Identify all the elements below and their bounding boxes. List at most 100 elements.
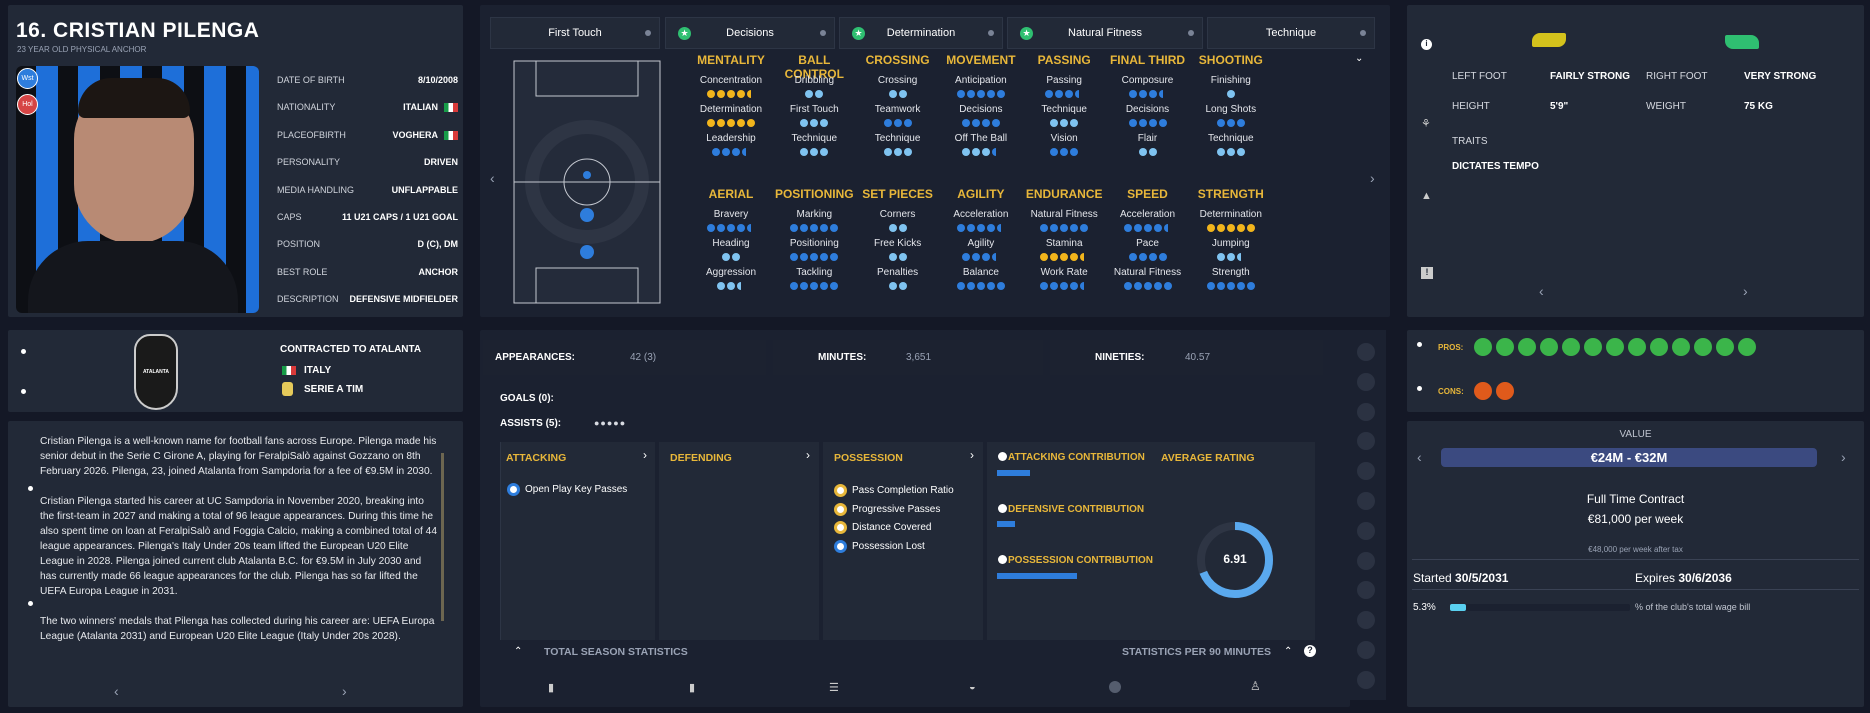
attribute-name[interactable]: Technique — [791, 133, 838, 144]
attr-next-arrow[interactable]: › — [1370, 170, 1375, 186]
pro-trait-icon[interactable] — [1496, 338, 1514, 356]
attribute-group-title[interactable]: SET PIECES — [862, 187, 933, 201]
stats-per-90[interactable]: STATISTICS PER 90 MINUTES — [1122, 646, 1271, 658]
con-trait-icon[interactable] — [1496, 382, 1514, 400]
attribute-group-title[interactable]: STRENGTH — [1197, 187, 1264, 201]
attribute-name[interactable]: Acceleration — [953, 209, 1009, 220]
tab-options-icon[interactable] — [820, 30, 826, 36]
alert-icon[interactable]: ! — [1421, 267, 1433, 279]
attribute-name[interactable]: Heading — [712, 238, 750, 249]
club-league[interactable]: SERIE A TIM — [304, 384, 364, 395]
physical-next-arrow[interactable]: › — [1743, 283, 1748, 299]
attribute-name[interactable]: Natural Fitness — [1113, 267, 1182, 278]
attribute-name[interactable]: Composure — [1121, 75, 1174, 86]
info-value[interactable]: VOGHERA — [392, 129, 438, 140]
tab-options-icon[interactable] — [988, 30, 994, 36]
defending-chevron-icon[interactable]: › — [806, 448, 810, 462]
contract-club[interactable]: CONTRACTED TO ATALANTA — [280, 344, 422, 355]
attribute-name[interactable]: Penalties — [877, 267, 919, 278]
attribute-name[interactable]: Concentration — [699, 75, 763, 86]
role-badge-hol[interactable]: Hol — [17, 94, 38, 115]
attribute-name[interactable]: Crossing — [877, 75, 918, 86]
attribute-name[interactable]: Finishing — [1210, 75, 1251, 86]
value-next-arrow[interactable]: › — [1841, 449, 1846, 465]
attacking-header[interactable]: ATTACKING — [506, 452, 567, 464]
attribute-name[interactable]: Jumping — [1211, 238, 1250, 249]
attribute-name[interactable]: Stamina — [1045, 238, 1083, 249]
highlight-tab[interactable]: Natural Fitness ★ — [1007, 17, 1203, 49]
highlight-tab[interactable]: Technique — [1207, 17, 1375, 49]
total-season-stats[interactable]: TOTAL SEASON STATISTICS — [544, 646, 688, 658]
pro-trait-icon[interactable] — [1584, 338, 1602, 356]
attribute-group-title[interactable]: FINAL THIRD — [1109, 53, 1186, 67]
pro-trait-icon[interactable] — [1716, 338, 1734, 356]
attribute-name[interactable]: Work Rate — [1040, 267, 1088, 278]
side-nav-icon[interactable] — [1357, 611, 1375, 630]
side-nav-icon[interactable] — [1357, 492, 1375, 510]
attribute-group-title[interactable]: SPEED — [1127, 187, 1168, 201]
possession-header[interactable]: POSSESSION — [834, 452, 903, 464]
tab-options-icon[interactable] — [1188, 30, 1194, 36]
attribute-name[interactable]: Technique — [1041, 104, 1087, 115]
side-nav-icon[interactable] — [1357, 402, 1375, 421]
attribute-name[interactable]: Strength — [1211, 267, 1250, 278]
attribute-name[interactable]: Technique — [1208, 133, 1254, 144]
tab-options-icon[interactable] — [1360, 30, 1366, 36]
attribute-name[interactable]: Marking — [796, 209, 833, 220]
list-icon[interactable]: ☰ — [829, 682, 839, 694]
bio-scrollbar[interactable] — [441, 453, 444, 621]
attribute-name[interactable]: Decisions — [1125, 104, 1170, 115]
pro-trait-icon[interactable] — [1694, 338, 1712, 356]
attribute-name[interactable]: First Touch — [789, 104, 839, 115]
attribute-name[interactable]: Off The Ball — [954, 133, 1008, 144]
attribute-group-title[interactable]: PASSING — [1037, 53, 1091, 67]
attribute-name[interactable]: Pace — [1136, 238, 1159, 249]
attribute-name[interactable]: Determination — [1199, 209, 1262, 220]
attribute-name[interactable]: Determination — [699, 104, 763, 115]
attribute-group-title[interactable]: AGILITY — [957, 187, 1005, 201]
total-stats-toggle-icon[interactable]: ⌃ — [514, 646, 523, 657]
runner-icon[interactable]: ♙ — [1250, 679, 1261, 693]
sprout-icon[interactable]: ⚘ — [1421, 118, 1431, 130]
highlight-tab[interactable]: First Touch — [490, 17, 660, 49]
attr-prev-arrow[interactable]: ‹ — [490, 170, 495, 186]
highlight-tab[interactable]: Determination ★ — [839, 17, 1003, 49]
highlight-tab[interactable]: Decisions ★ — [665, 17, 835, 49]
possession-chevron-icon[interactable]: › — [970, 448, 974, 462]
attribute-group-title[interactable]: POSITIONING — [774, 187, 854, 201]
pro-trait-icon[interactable] — [1672, 338, 1690, 356]
boot-icon[interactable]: ▮ — [689, 682, 696, 694]
bar-chart-icon[interactable]: ▮ — [548, 682, 555, 694]
ball-icon[interactable] — [1109, 681, 1121, 693]
attribute-group-title[interactable]: MENTALITY — [697, 53, 765, 67]
attribute-name[interactable]: Positioning — [789, 238, 839, 249]
con-trait-icon[interactable] — [1474, 382, 1492, 400]
pro-trait-icon[interactable] — [1562, 338, 1580, 356]
attribute-name[interactable]: Leadership — [706, 133, 756, 144]
side-nav-icon[interactable] — [1357, 521, 1375, 540]
pro-trait-icon[interactable] — [1650, 338, 1668, 356]
bio-next-arrow[interactable]: › — [342, 683, 347, 699]
attribute-name[interactable]: Vision — [1050, 133, 1078, 144]
attribute-name[interactable]: Free Kicks — [873, 238, 922, 249]
attribute-name[interactable]: Corners — [879, 209, 916, 220]
attribute-group-title[interactable]: AERIAL — [708, 187, 754, 201]
attribute-name[interactable]: Balance — [962, 267, 999, 278]
info-value[interactable]: ITALIAN — [403, 102, 438, 113]
attribute-name[interactable]: Bravery — [713, 209, 749, 220]
attribute-name[interactable]: Teamwork — [874, 104, 921, 115]
pro-trait-icon[interactable] — [1606, 338, 1624, 356]
side-nav-icon[interactable] — [1357, 581, 1375, 600]
tab-options-icon[interactable] — [645, 30, 651, 36]
attribute-name[interactable]: Tackling — [796, 267, 833, 278]
attribute-name[interactable]: Agility — [967, 238, 995, 249]
expand-chevron-icon[interactable]: ⌄ — [1355, 53, 1364, 64]
side-nav-icon[interactable] — [1357, 670, 1375, 689]
attribute-name[interactable]: Anticipation — [955, 75, 1007, 86]
side-nav-icon[interactable] — [1357, 641, 1375, 659]
attribute-name[interactable]: Acceleration — [1119, 209, 1176, 220]
attribute-name[interactable]: Aggression — [705, 267, 757, 278]
helmet-icon[interactable]: ◒ — [969, 681, 976, 693]
attribute-group-title[interactable]: CROSSING — [865, 53, 930, 67]
club-country[interactable]: ITALY — [304, 365, 332, 376]
